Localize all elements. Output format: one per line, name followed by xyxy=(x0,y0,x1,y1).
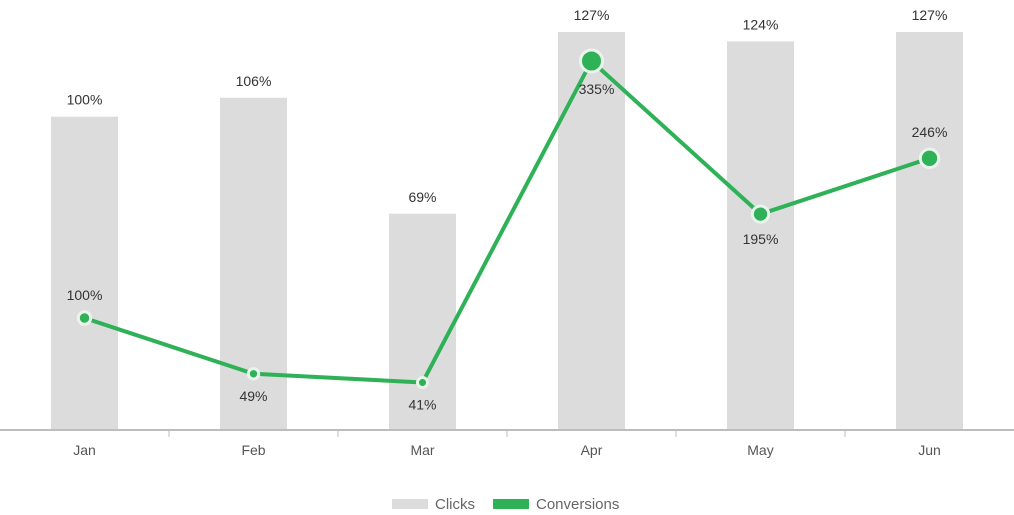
x-tick-label-jun: Jun xyxy=(918,442,941,458)
point-conversions-apr xyxy=(579,48,604,74)
bar-label-clicks-may: 124% xyxy=(743,16,779,32)
x-axis-ticks: Jan Feb Mar Apr May Jun xyxy=(73,430,941,458)
legend-swatch-conversions xyxy=(493,499,529,509)
point-conversions-jan xyxy=(76,310,93,326)
bar-label-clicks-feb: 106% xyxy=(236,73,272,89)
point-label-conversions-feb: 49% xyxy=(239,388,267,404)
bar-label-clicks-jan: 100% xyxy=(67,92,103,108)
point-conversions-feb xyxy=(246,367,261,381)
bars-layer: 100% 106% 69% 127% 124% 127% xyxy=(51,7,963,431)
point-label-conversions-jun: 246% xyxy=(912,124,948,140)
x-tick-label-mar: Mar xyxy=(410,442,434,458)
point-label-conversions-jan: 100% xyxy=(67,287,103,303)
x-tick-label-apr: Apr xyxy=(581,442,603,458)
x-tick-label-feb: Feb xyxy=(241,442,265,458)
bar-clicks-mar xyxy=(389,213,456,430)
line-conversions xyxy=(83,59,931,385)
legend: Clicks Conversions xyxy=(392,496,619,513)
bar-clicks-jan xyxy=(51,116,118,431)
legend-label-conversions: Conversions xyxy=(536,496,619,513)
bar-label-clicks-mar: 69% xyxy=(408,189,436,205)
bar-clicks-apr xyxy=(558,32,625,430)
point-conversions-mar xyxy=(416,376,429,390)
point-label-conversions-may: 195% xyxy=(743,231,779,247)
bar-label-clicks-apr: 127% xyxy=(574,7,610,23)
bar-label-clicks-jun: 127% xyxy=(912,7,948,23)
point-label-conversions-apr: 335% xyxy=(579,81,615,97)
x-tick-label-jan: Jan xyxy=(73,442,96,458)
x-tick-label-may: May xyxy=(747,442,773,458)
bar-clicks-may xyxy=(727,41,794,430)
point-conversions-may xyxy=(750,204,771,224)
bar-clicks-jun xyxy=(896,32,963,430)
legend-label-clicks: Clicks xyxy=(435,496,475,513)
legend-swatch-clicks xyxy=(392,499,428,509)
point-label-conversions-mar: 41% xyxy=(408,397,436,413)
line-layer: 100% 49% 41% 335% 195% 246% xyxy=(67,48,948,413)
point-conversions-jun xyxy=(918,147,941,170)
